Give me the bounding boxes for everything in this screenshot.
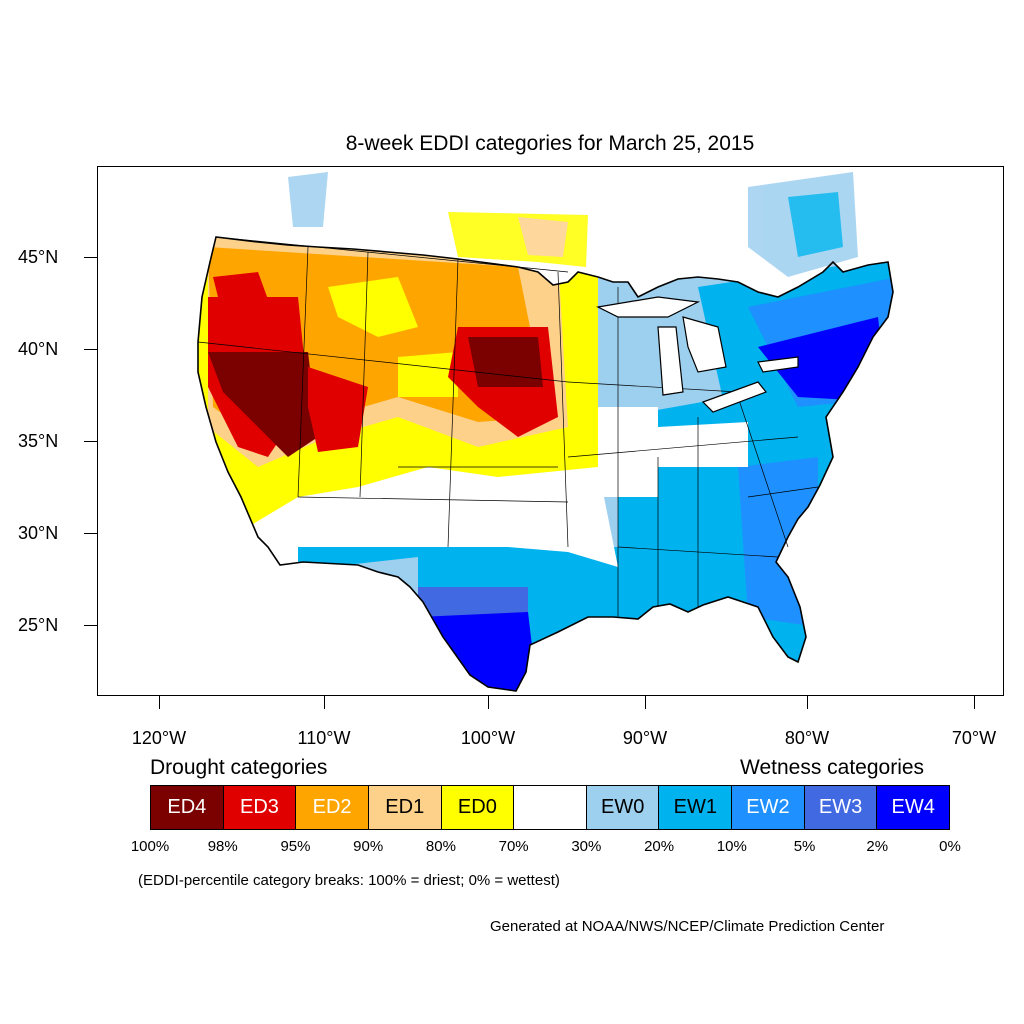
lat-label-30: 30°N (18, 523, 59, 543)
lon-label-110: 110°W (297, 728, 351, 748)
lon-tick (488, 696, 489, 709)
percentile-label: 5% (793, 838, 816, 855)
percentile-label: 30% (571, 838, 602, 855)
lat-label-40: 40°N (18, 339, 59, 359)
percentile-label: 0% (939, 838, 961, 855)
legend-swatch-ew1: EW1 (659, 786, 733, 829)
legend-swatch-ew0: EW0 (586, 786, 660, 829)
lon-tick (645, 696, 646, 709)
legend-swatch-ew3: EW3 (804, 786, 878, 829)
lon-label-80: 80°W (784, 728, 830, 748)
percentile-label: 70% (498, 838, 529, 855)
legend-swatch-ed0: ED0 (441, 786, 515, 829)
lon-tick (159, 696, 160, 709)
eddi-map-graphic (197, 172, 894, 692)
legend-swatch-ed2: ED2 (296, 786, 369, 829)
percentile-label: 98% (207, 838, 238, 855)
lon-label-90: 90°W (622, 728, 668, 748)
percentile-label: 20% (644, 838, 675, 855)
percentile-label: 100% (130, 838, 170, 855)
legend-swatch-ew2: EW2 (732, 786, 805, 829)
lon-label-100: 100°W (460, 728, 516, 748)
lat-tick (84, 625, 97, 626)
legend-note: (EDDI-percentile category breaks: 100% =… (138, 872, 560, 889)
legend-swatch-ed4: ED4 (151, 786, 224, 829)
legend-swatch-ed1: ED1 (368, 786, 442, 829)
lon-tick (324, 696, 325, 709)
lon-label-70: 70°W (951, 728, 997, 748)
percentile-label: 90% (353, 838, 384, 855)
lat-label-45: 45°N (18, 247, 59, 267)
legend-colorbar: ED4 ED3 ED2 ED1 ED0 EW0 EW1 EW2 EW3 EW4 (150, 785, 950, 830)
credit-line: Generated at NOAA/NWS/NCEP/Climate Predi… (490, 918, 885, 935)
lat-tick (84, 257, 97, 258)
legend-swatch-neutral (514, 786, 587, 829)
lon-tick (974, 696, 975, 709)
lat-tick (84, 349, 97, 350)
lat-label-35: 35°N (18, 431, 59, 451)
percentile-label: 2% (866, 838, 889, 855)
lat-tick (84, 441, 97, 442)
lon-label-120: 120°W (131, 728, 187, 748)
wetness-heading: Wetness categories (740, 756, 925, 779)
percentile-label: 95% (280, 838, 311, 855)
percentile-label: 10% (716, 838, 747, 855)
map-title: 8-week EDDI categories for March 25, 201… (345, 132, 755, 155)
legend-swatch-ed3: ED3 (223, 786, 297, 829)
lat-label-25: 25°N (18, 615, 59, 635)
legend-swatch-ew4: EW4 (877, 786, 950, 829)
eddi-map (97, 166, 1004, 696)
lat-tick (84, 533, 97, 534)
drought-heading: Drought categories (150, 756, 328, 779)
percentile-label: 80% (425, 838, 456, 855)
lon-tick (807, 696, 808, 709)
